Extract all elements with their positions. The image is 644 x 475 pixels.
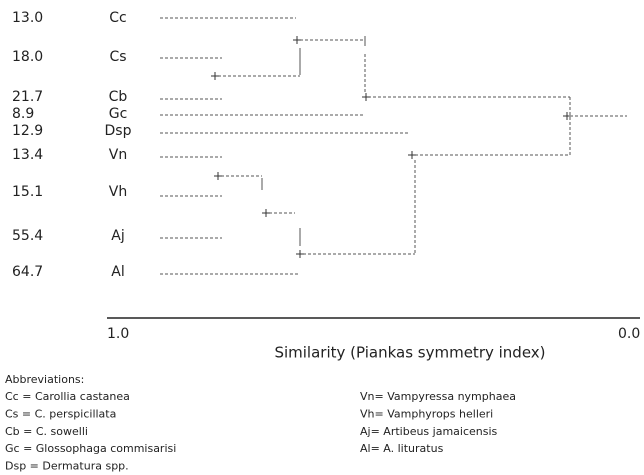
leaf-label: Gc (109, 106, 128, 122)
axis-title: Similarity (Piankas symmetry index) (274, 344, 545, 362)
leaf-value: 64.7 (12, 264, 43, 280)
node (211, 72, 219, 80)
leaf-value: 8.9 (12, 106, 34, 122)
leaf-label: Al (111, 264, 124, 280)
node-markers (211, 36, 571, 258)
abbreviation: Cb = C. sowelli (5, 425, 88, 438)
leaf-value: 55.4 (12, 228, 43, 244)
leaf-label: Dsp (105, 123, 132, 139)
leaf-value: 12.9 (12, 123, 43, 139)
leaf-label: Vh (109, 184, 127, 200)
abbreviation: Al= A. lituratus (360, 442, 444, 455)
abbreviation: Vh= Vamphyrops helleri (360, 407, 493, 420)
node (563, 112, 571, 120)
abbreviation: Gc = Glossophaga commisarisi (5, 442, 176, 455)
dendrogram-lines (160, 17, 627, 275)
leaf-label: Vn (109, 147, 127, 163)
abbreviation: Cs = C. perspicillata (5, 407, 116, 420)
axis-left-label: 1.0 (107, 326, 129, 342)
node (362, 93, 370, 101)
node (214, 172, 222, 180)
leaf-label: Cc (109, 10, 126, 26)
abbreviations-heading: Abbreviations: (5, 373, 84, 386)
leaf-label: Cb (109, 89, 128, 105)
leaf-value: 18.0 (12, 49, 43, 65)
leaf-value: 13.0 (12, 10, 43, 26)
node (262, 209, 270, 217)
abbreviation: Cc = Carollia castanea (5, 390, 130, 403)
leaf-value: 13.4 (12, 147, 43, 163)
leaf-label: Aj (111, 228, 124, 244)
node (296, 250, 304, 258)
abbreviation: Dsp = Dermatura spp. (5, 460, 129, 473)
leaf-label: Cs (109, 49, 126, 65)
leaf-value: 21.7 (12, 89, 43, 105)
node (408, 151, 416, 159)
leaf-value: 15.1 (12, 184, 43, 200)
node (293, 36, 301, 44)
axis-right-label: 0.0 (618, 326, 640, 342)
abbreviation: Aj= Artibeus jamaicensis (360, 425, 498, 438)
abbreviation: Vn= Vampyressa nymphaea (360, 390, 516, 403)
